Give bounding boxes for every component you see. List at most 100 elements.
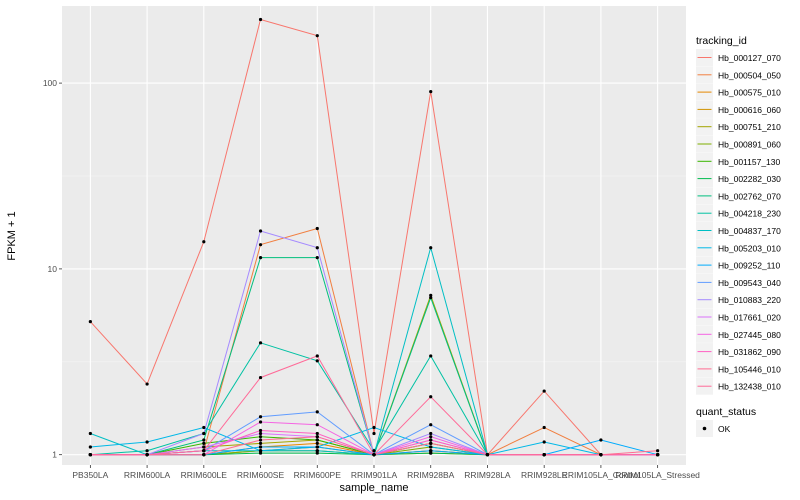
data-point bbox=[372, 453, 376, 457]
data-point bbox=[258, 420, 263, 424]
data-point bbox=[315, 354, 319, 358]
legend-label: Hb_000575_010 bbox=[718, 88, 781, 98]
data-point bbox=[315, 451, 319, 455]
y-tick-label: 1 bbox=[52, 450, 57, 460]
data-point bbox=[258, 243, 263, 247]
legend-label: Hb_009252_110 bbox=[718, 261, 781, 271]
legend-label: Hb_031862_090 bbox=[718, 347, 781, 357]
data-point bbox=[372, 425, 376, 430]
data-point bbox=[429, 395, 433, 399]
data-point bbox=[429, 246, 433, 250]
data-point bbox=[88, 445, 92, 449]
data-point bbox=[202, 425, 206, 430]
data-point bbox=[485, 453, 490, 457]
data-points bbox=[88, 17, 660, 457]
data-point bbox=[315, 438, 319, 442]
legend-label: Hb_132438_010 bbox=[718, 382, 781, 392]
data-point bbox=[258, 341, 263, 345]
x-tick-label: RRIM600LE bbox=[181, 470, 228, 480]
data-point bbox=[88, 453, 92, 457]
data-point bbox=[88, 431, 92, 436]
y-axis-title: FPKM + 1 bbox=[6, 211, 18, 260]
data-point bbox=[429, 90, 433, 94]
data-point bbox=[258, 438, 263, 442]
x-tick-label: RRIM928BA bbox=[407, 470, 455, 480]
data-point bbox=[315, 435, 319, 439]
data-point bbox=[258, 375, 263, 380]
data-point bbox=[599, 438, 603, 442]
data-point bbox=[202, 445, 206, 449]
legend-label: Hb_105446_010 bbox=[718, 364, 781, 374]
x-tick-label: RRIM105LA_Control bbox=[562, 470, 641, 480]
x-axis: PB350LA RRIM600LA RRIM600LE RRIM600SE RRIM60… bbox=[72, 465, 700, 480]
x-tick-label: RRIM928LA bbox=[464, 470, 511, 480]
data-point bbox=[372, 431, 376, 436]
shape-legend-point bbox=[702, 426, 707, 431]
data-point bbox=[258, 435, 263, 439]
data-point bbox=[429, 423, 433, 427]
data-point bbox=[315, 34, 319, 38]
data-point bbox=[202, 438, 206, 442]
data-point bbox=[429, 354, 433, 358]
data-point bbox=[315, 441, 319, 446]
legend-label: Hb_017661_020 bbox=[718, 313, 781, 323]
data-point bbox=[202, 431, 206, 436]
legend-title: tracking_id bbox=[696, 35, 747, 47]
data-point bbox=[599, 453, 603, 457]
data-point bbox=[429, 441, 433, 446]
legend: tracking_id Hb_000127_070Hb_000504_050Hb… bbox=[696, 35, 781, 437]
data-point bbox=[145, 449, 149, 453]
data-point bbox=[88, 320, 92, 324]
data-point bbox=[429, 451, 433, 455]
x-tick-label: PB350LA bbox=[72, 470, 108, 480]
data-point bbox=[315, 256, 319, 260]
legend-label: Hb_002282_030 bbox=[718, 174, 781, 184]
legend-entries: Hb_000127_070 Hb_000504_050 Hb_000575_010 H… bbox=[696, 49, 781, 395]
shape-legend-entries: OK bbox=[696, 420, 731, 437]
legend-label: Hb_009543_040 bbox=[718, 278, 781, 288]
data-point bbox=[202, 240, 206, 244]
legend-label: Hb_005203_010 bbox=[718, 243, 781, 253]
data-point bbox=[315, 445, 319, 449]
data-point bbox=[542, 453, 546, 457]
data-point bbox=[656, 449, 660, 453]
legend-label: Hb_027445_080 bbox=[718, 330, 781, 340]
data-point bbox=[372, 449, 376, 453]
legend-label: Hb_000127_070 bbox=[718, 53, 781, 63]
data-point bbox=[258, 441, 263, 446]
shape-legend-title: quant_status bbox=[696, 406, 756, 418]
shape-legend-label: OK bbox=[718, 424, 731, 434]
data-point bbox=[202, 441, 206, 446]
y-tick-label: 10 bbox=[48, 264, 58, 274]
data-point bbox=[315, 359, 319, 363]
y-axis: 1 10 100 bbox=[43, 78, 62, 460]
data-point bbox=[145, 440, 149, 444]
data-point bbox=[315, 226, 319, 231]
x-tick-label: RRIM928LE bbox=[521, 470, 568, 480]
data-point bbox=[258, 428, 263, 433]
data-point bbox=[542, 440, 546, 444]
x-tick-label: RRIM600LA bbox=[124, 470, 171, 480]
data-point bbox=[202, 453, 206, 457]
data-point bbox=[258, 229, 263, 233]
data-point bbox=[258, 17, 263, 22]
legend-label: Hb_000891_060 bbox=[718, 140, 781, 150]
x-tick-label: RRIM901LA bbox=[351, 470, 398, 480]
legend-label: Hb_010883_220 bbox=[718, 295, 781, 305]
data-point bbox=[145, 382, 149, 386]
data-point bbox=[315, 410, 319, 414]
data-point bbox=[258, 451, 263, 455]
legend-label: Hb_001157_130 bbox=[718, 157, 781, 167]
data-point bbox=[429, 445, 433, 449]
data-point bbox=[656, 453, 660, 457]
legend-label: Hb_000504_050 bbox=[718, 70, 781, 80]
data-point bbox=[315, 449, 319, 453]
data-point bbox=[429, 449, 433, 453]
data-point bbox=[202, 449, 206, 453]
legend-label: Hb_002762_070 bbox=[718, 191, 781, 201]
x-tick-label: RRIM600SE bbox=[237, 470, 285, 480]
x-tick-label: RRIM105LA_Stressed bbox=[615, 470, 700, 480]
y-tick-label: 100 bbox=[43, 78, 57, 88]
x-tick-label: RRIM600PE bbox=[294, 470, 342, 480]
